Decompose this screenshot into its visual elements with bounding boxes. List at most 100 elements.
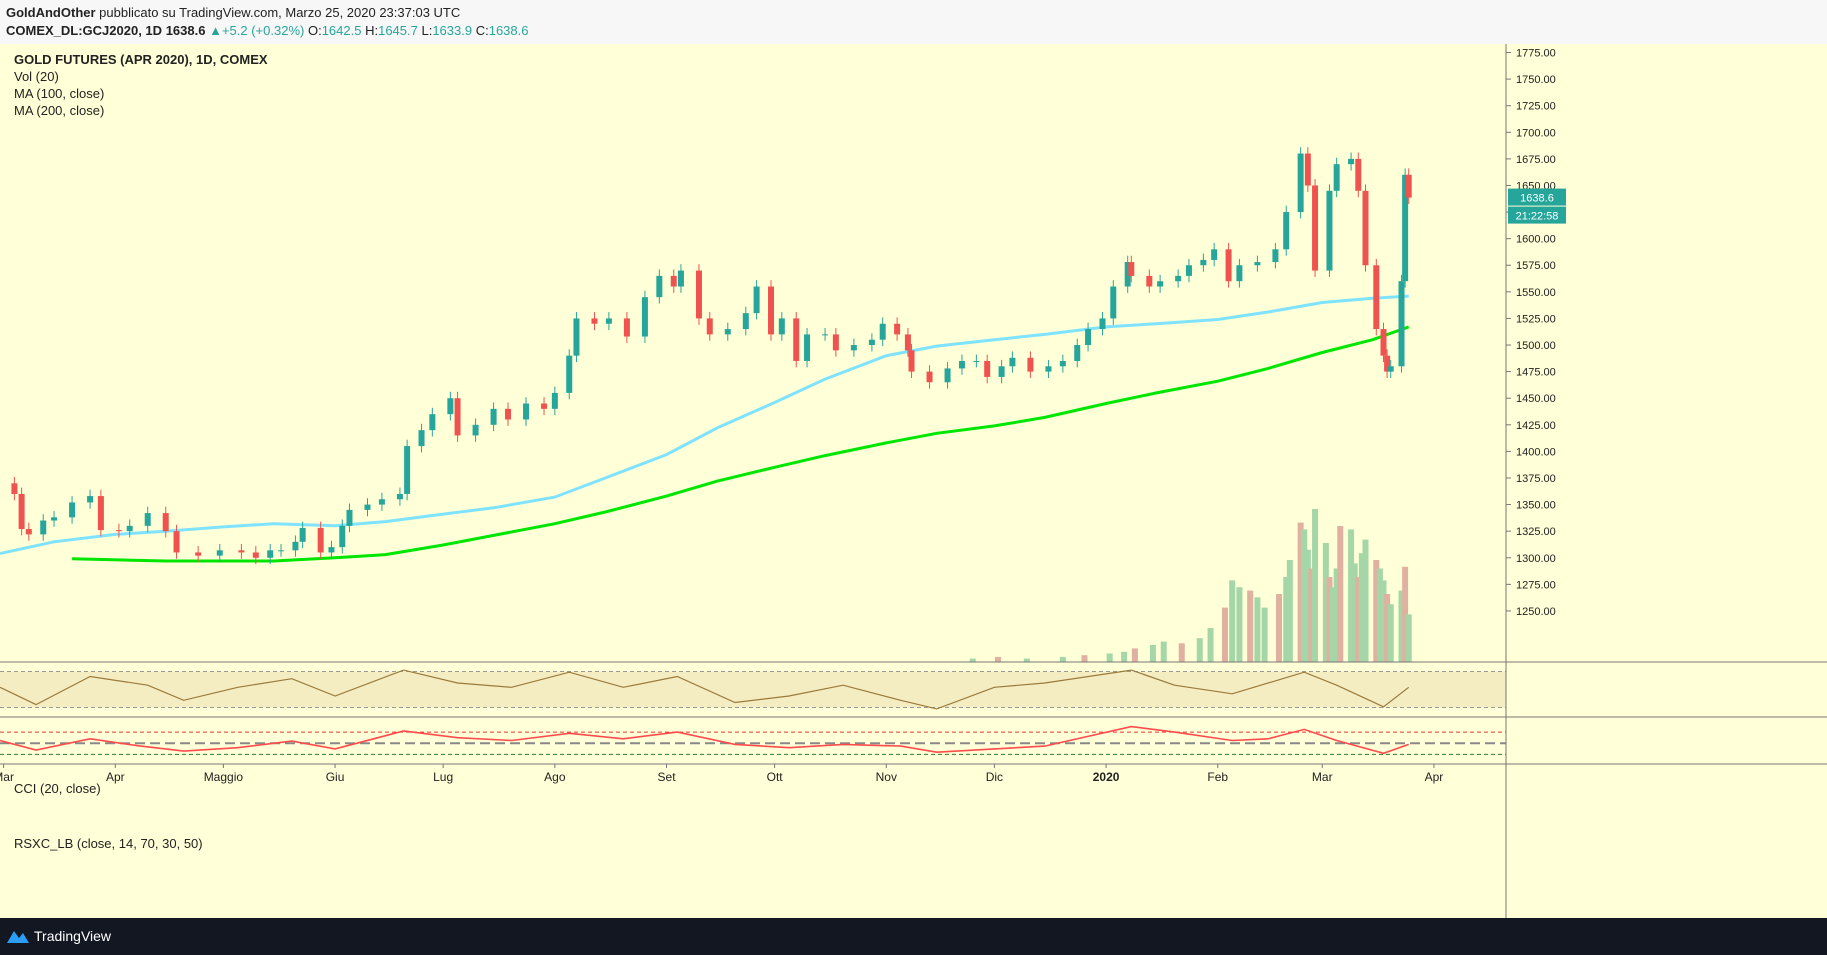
candle-body <box>670 275 677 287</box>
symbol-line: COMEX_DL:GCJ2020, 1D 1638.6 ▲+5.2 (+0.32… <box>6 23 528 38</box>
legend-vol[interactable]: Vol (20) <box>14 69 59 84</box>
volume-bar <box>1384 594 1391 662</box>
legend-ma200[interactable]: MA (200, close) <box>14 103 105 118</box>
candle-body <box>926 371 933 383</box>
volume-bar <box>1081 655 1088 662</box>
x-tick-label: Ott <box>767 770 784 784</box>
candle-body <box>1398 281 1405 367</box>
volume-bar <box>1236 587 1243 662</box>
y-tick-label: 1525.00 <box>1516 313 1556 325</box>
volume-bar <box>1247 590 1254 662</box>
y-tick-label: 1575.00 <box>1516 260 1556 272</box>
volume-bar <box>1398 590 1405 662</box>
candle-body <box>1405 174 1412 198</box>
candle-body <box>1128 262 1135 276</box>
footer-brand[interactable]: TradingView <box>34 928 112 944</box>
candle-body <box>605 318 612 324</box>
candle-body <box>1045 366 1052 372</box>
candle-body <box>1272 249 1279 263</box>
candle-body <box>695 270 702 319</box>
volume-bar <box>994 656 1001 662</box>
candle-body <box>1384 355 1391 372</box>
close-value: 1638.6 <box>488 23 529 38</box>
price-badge-bg <box>1508 188 1566 206</box>
x-tick-label: Feb <box>1207 770 1228 784</box>
volume-bar <box>1121 651 1128 662</box>
volume-bar <box>1207 628 1214 662</box>
y-tick-label: 1475.00 <box>1516 367 1556 379</box>
candle-body <box>753 286 760 314</box>
candle-body <box>1373 265 1380 330</box>
candle-body <box>418 430 425 447</box>
price-change: +5.2 (+0.32%) <box>221 23 305 38</box>
volume-bar <box>1402 566 1409 662</box>
volume-bar <box>1351 563 1358 662</box>
candle-body <box>1085 329 1092 346</box>
candle-body <box>278 550 285 552</box>
candle-body <box>1099 318 1106 330</box>
y-tick-label: 1675.00 <box>1516 154 1556 166</box>
volume-bar <box>1348 529 1355 662</box>
y-tick-label: 1450.00 <box>1516 393 1556 405</box>
chart-svg[interactable]: 0.00 80.040.0 1775.001750.001725.001700.… <box>0 44 1827 918</box>
legend-rsi[interactable]: RSXC_LB (close, 14, 70, 30, 50) <box>14 836 203 851</box>
candle-body <box>1200 259 1207 266</box>
candle-body <box>768 286 775 335</box>
y-tick-label: 1300.00 <box>1516 553 1556 565</box>
x-tick-label: Mar <box>0 770 14 784</box>
volume-bar <box>1276 594 1283 662</box>
candle-body <box>998 366 1005 377</box>
rsi-line <box>0 725 1409 755</box>
candle-body <box>1297 153 1304 213</box>
legend-ma100[interactable]: MA (100, close) <box>14 86 105 101</box>
candle-body <box>87 496 94 503</box>
symbol-label: COMEX_DL:GCJ2020, 1D <box>6 23 163 38</box>
candle-body <box>973 360 980 362</box>
candles <box>11 147 1412 565</box>
candle-body <box>404 446 411 494</box>
candle-body <box>173 531 180 553</box>
cci-line <box>0 669 1410 710</box>
y-tick-label: 1275.00 <box>1516 579 1556 591</box>
candle-body <box>1236 265 1243 282</box>
header-bar: GoldAndOther pubblicato su TradingView.c… <box>0 0 1827 44</box>
close-label: C: <box>475 23 489 38</box>
candle-body <box>1254 262 1261 266</box>
candle-body <box>429 414 436 431</box>
candle-body <box>447 398 454 415</box>
volume-bar <box>1221 607 1228 662</box>
cci-pane: 0.00 <box>0 669 1537 710</box>
legend-cci[interactable]: CCI (20, close) <box>14 781 101 796</box>
volume-bars <box>969 509 1412 662</box>
volume-bar <box>1149 645 1156 662</box>
volume-bar <box>969 658 976 662</box>
candle-body <box>40 520 47 535</box>
volume-bar <box>1376 568 1383 662</box>
x-tick-label: Set <box>658 770 677 784</box>
candle-body <box>1110 286 1117 319</box>
x-tick-label: Dic <box>986 770 1003 784</box>
candle-body <box>1009 357 1016 367</box>
volume-bar <box>1301 529 1308 662</box>
candle-body <box>656 275 663 298</box>
candle-body <box>267 550 274 558</box>
tradingview-logo-icon[interactable] <box>6 927 30 945</box>
candle-body <box>958 360 965 369</box>
candle-body <box>677 270 684 287</box>
open-label: O: <box>307 23 322 38</box>
candle-body <box>879 323 886 340</box>
candle-body <box>1211 249 1218 260</box>
volume-bar <box>1160 641 1167 662</box>
candle-body <box>317 527 324 553</box>
low-value: 1633.9 <box>432 23 473 38</box>
candle-body <box>641 297 648 337</box>
candle-body <box>472 424 479 436</box>
chart-area[interactable]: 0.00 80.040.0 1775.001750.001725.001700.… <box>0 44 1827 918</box>
high-label: H: <box>365 23 379 38</box>
rsi-pane: 80.040.0 <box>0 722 1537 756</box>
candle-body <box>238 550 245 553</box>
author-name[interactable]: GoldAndOther <box>6 5 96 20</box>
candle-body <box>822 334 829 336</box>
volume-bar <box>1297 522 1304 662</box>
candle-body <box>804 334 811 361</box>
